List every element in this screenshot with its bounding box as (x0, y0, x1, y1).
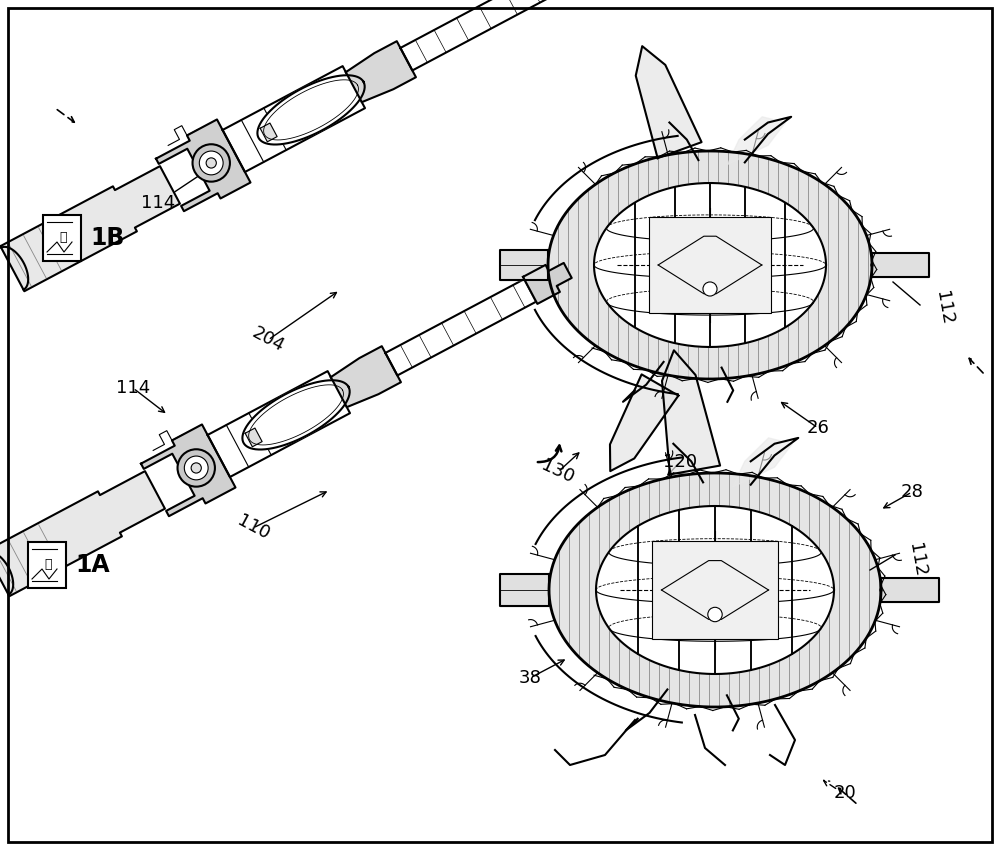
Polygon shape (500, 574, 549, 606)
Polygon shape (260, 123, 277, 142)
Text: 114: 114 (141, 194, 175, 212)
Polygon shape (662, 350, 720, 474)
Text: 130: 130 (539, 456, 577, 487)
Text: 1A: 1A (75, 553, 110, 577)
Text: 38: 38 (519, 669, 541, 687)
Text: 图: 图 (44, 558, 52, 570)
Polygon shape (523, 263, 572, 304)
Polygon shape (400, 0, 551, 71)
Circle shape (206, 158, 216, 168)
Circle shape (178, 450, 215, 487)
Circle shape (708, 607, 722, 621)
Polygon shape (223, 66, 365, 172)
Polygon shape (500, 250, 548, 280)
Bar (652, 541, 778, 639)
Polygon shape (872, 253, 929, 277)
Text: 110: 110 (234, 512, 272, 544)
Polygon shape (549, 473, 881, 707)
Polygon shape (242, 380, 350, 450)
Circle shape (191, 463, 201, 473)
Polygon shape (733, 438, 792, 487)
Bar (649, 217, 771, 313)
Circle shape (184, 456, 208, 480)
Polygon shape (0, 471, 165, 596)
FancyBboxPatch shape (28, 542, 66, 588)
Text: 20: 20 (834, 784, 856, 802)
Text: 120: 120 (663, 453, 697, 471)
Polygon shape (548, 151, 872, 379)
Circle shape (193, 144, 230, 182)
Polygon shape (548, 151, 872, 379)
Polygon shape (0, 166, 180, 292)
Text: 204: 204 (249, 324, 287, 356)
Polygon shape (331, 346, 401, 407)
Polygon shape (385, 279, 536, 376)
Text: 114: 114 (116, 379, 150, 397)
Text: 图: 图 (59, 230, 67, 243)
Text: 112: 112 (932, 290, 956, 326)
Polygon shape (636, 46, 702, 158)
Text: 26: 26 (807, 419, 829, 437)
Polygon shape (549, 473, 881, 707)
Text: 112: 112 (905, 541, 929, 579)
Polygon shape (727, 116, 785, 165)
Text: 1B: 1B (90, 226, 124, 250)
Text: 28: 28 (901, 483, 923, 501)
Polygon shape (245, 428, 262, 447)
Polygon shape (596, 506, 834, 674)
Circle shape (703, 282, 717, 296)
Polygon shape (208, 371, 350, 477)
Circle shape (199, 151, 223, 175)
Polygon shape (141, 424, 236, 516)
Polygon shape (594, 183, 826, 347)
FancyBboxPatch shape (43, 215, 81, 261)
Polygon shape (257, 76, 365, 144)
Polygon shape (610, 374, 678, 471)
Polygon shape (346, 41, 416, 102)
Polygon shape (881, 578, 939, 602)
Polygon shape (156, 120, 251, 211)
